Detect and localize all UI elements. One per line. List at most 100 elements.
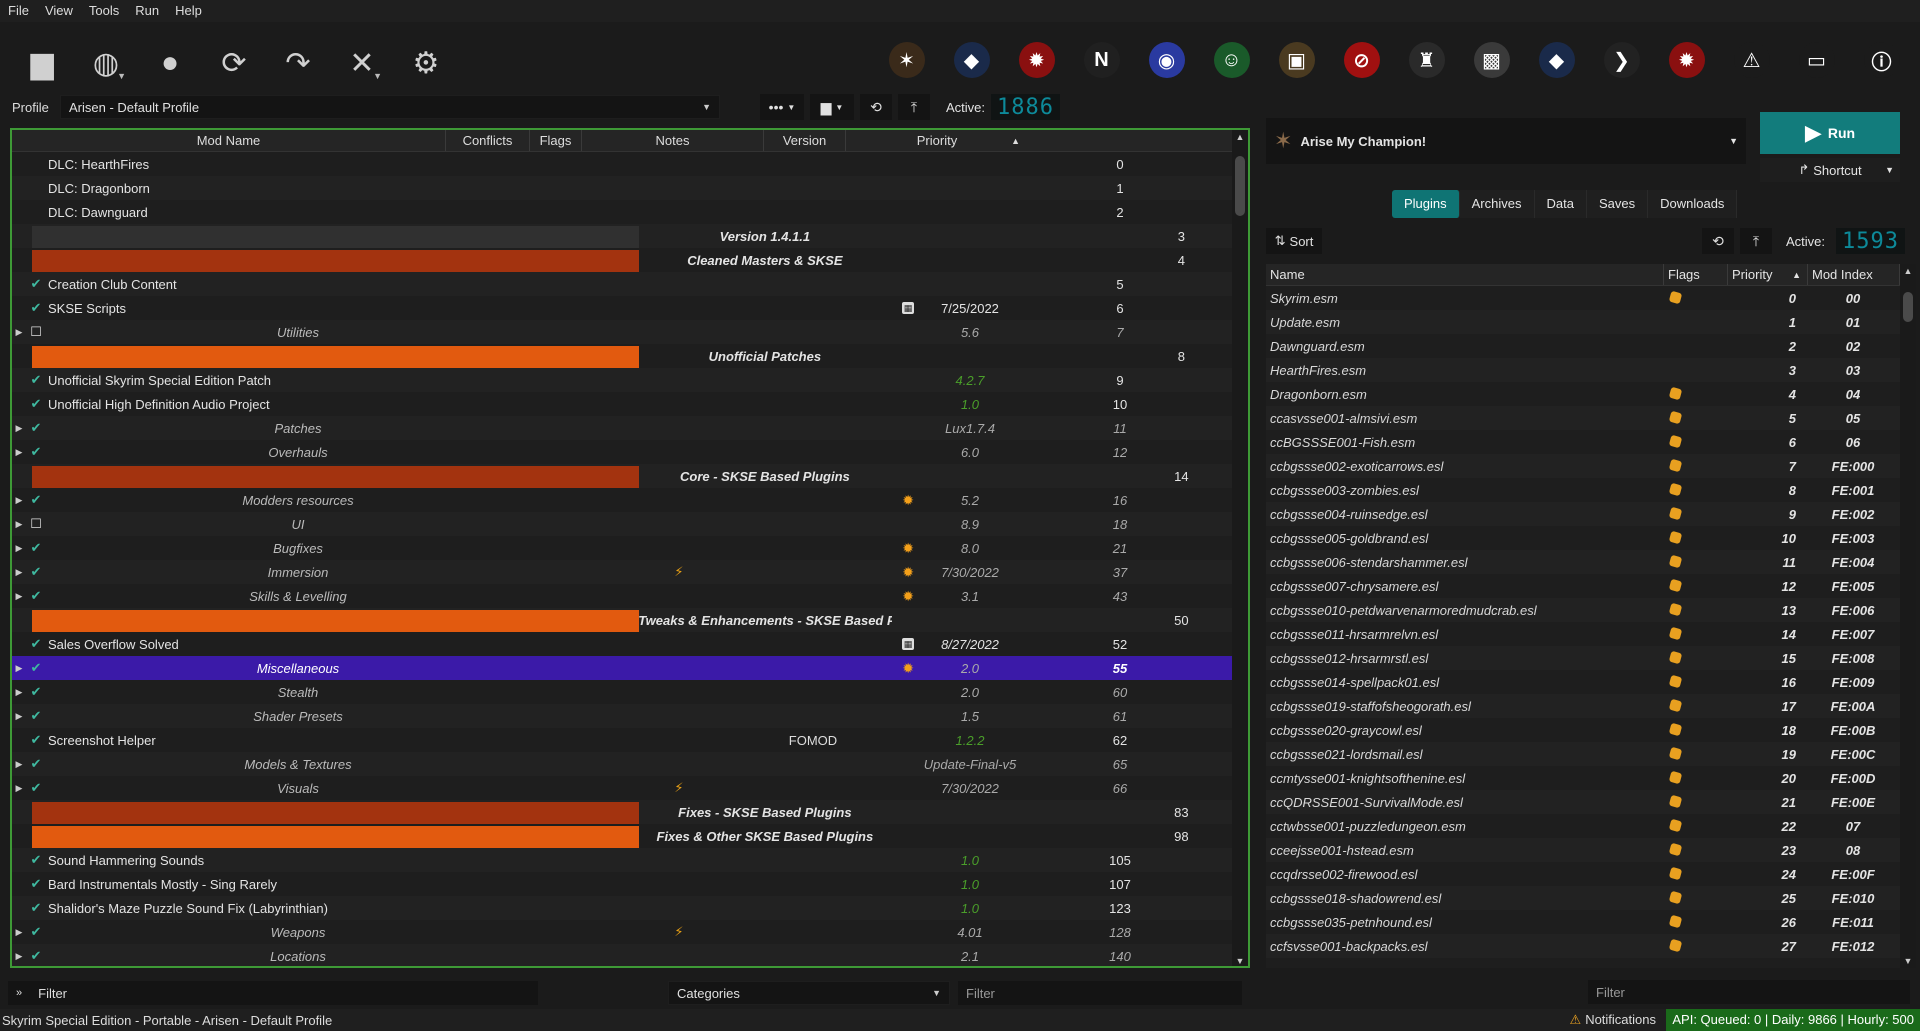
col-mod-index[interactable]: Mod Index: [1808, 264, 1900, 285]
mod-row[interactable]: ▶ ✔ Locations 2.1 140: [12, 944, 1232, 966]
checkmark-icon[interactable]: ✔: [30, 420, 42, 435]
folder-button[interactable]: ▆: [10, 35, 74, 91]
mod-row[interactable]: Version 1.4.1.1 3: [12, 224, 1232, 248]
checkmark-icon[interactable]: ✔: [30, 636, 42, 651]
menu-file[interactable]: File: [8, 3, 29, 18]
expand-arrow-icon[interactable]: ▶: [15, 758, 23, 769]
checkmark-icon[interactable]: ✔: [30, 708, 42, 723]
mod-row[interactable]: ▶ ✔ Visuals ⚡ 7/30/2022 66: [12, 776, 1232, 800]
mod-list[interactable]: Mod Name Conflicts Flags Notes Version P…: [10, 128, 1250, 968]
mod-row[interactable]: Cleaned Masters & SKSE 4: [12, 248, 1232, 272]
plugin-row[interactable]: Dragonborn.esm 4 04: [1266, 382, 1916, 406]
checkmark-icon[interactable]: ✔: [30, 780, 42, 795]
shortcut-button[interactable]: ↱ Shortcut ▼: [1760, 158, 1900, 182]
plugin-row[interactable]: ccmtysse001-knightsofthenine.esl 20 FE:00D: [1266, 766, 1916, 790]
profile-select[interactable]: Arisen - Default Profile ▼: [60, 95, 720, 119]
plugin-list[interactable]: Name Flags Priority ▲ Mod Index Skyrim.es…: [1266, 264, 1916, 968]
checkmark-icon[interactable]: ✔: [30, 732, 42, 747]
scroll-up-icon[interactable]: ▲: [1235, 132, 1245, 142]
archive-menu-button[interactable]: ▆ ▼: [810, 94, 854, 120]
expand-arrow-icon[interactable]: ▶: [15, 926, 23, 937]
mod-row[interactable]: DLC: Dragonborn 1: [12, 176, 1232, 200]
plugin-row[interactable]: cceejsse001-hstead.esm 23 08: [1266, 838, 1916, 862]
menu-view[interactable]: View: [44, 3, 73, 18]
warning-button[interactable]: ⚠: [1719, 32, 1784, 88]
plugin-row[interactable]: ccbgssse014-spellpack01.esl 16 FE:009: [1266, 670, 1916, 694]
plugin-row[interactable]: ccasvsse001-almsivi.esm 5 05: [1266, 406, 1916, 430]
plugin-list-scrollbar[interactable]: ▲ ▼: [1900, 264, 1916, 968]
mod-row[interactable]: ▶ ✔ Miscellaneous ✹ 2.0 55: [12, 656, 1232, 680]
mod-row[interactable]: Fixes - SKSE Based Plugins 83: [12, 800, 1232, 824]
tab-plugins[interactable]: Plugins: [1392, 190, 1460, 218]
crystal-exe-button[interactable]: ◆: [939, 32, 1004, 88]
tab-data[interactable]: Data: [1534, 190, 1587, 218]
expand-arrow-icon[interactable]: ▶: [15, 950, 23, 961]
plugin-row[interactable]: ccbgssse011-hrsarmrelvn.esl 14 FE:007: [1266, 622, 1916, 646]
mod-filter-input[interactable]: Filter: [958, 981, 1242, 1005]
plugin-row[interactable]: ccBGSSSE001-Fish.esm 6 06: [1266, 430, 1916, 454]
plugin-row[interactable]: ccbgssse019-staffofsheogorath.esl 17 FE:00…: [1266, 694, 1916, 718]
mod-row[interactable]: ✔ Creation Club Content 5: [12, 272, 1232, 296]
col-conflicts[interactable]: Conflicts: [446, 130, 530, 151]
mod-row[interactable]: ▶ ✔ Models & Textures Update-Final-v5 65: [12, 752, 1232, 776]
more-options-button[interactable]: ••• ▼: [760, 94, 804, 120]
crystal2-exe-button[interactable]: ◆: [1524, 32, 1589, 88]
plugin-row[interactable]: cctwbsse001-puzzledungeon.esm 22 07: [1266, 814, 1916, 838]
checkmark-icon[interactable]: ✔: [30, 276, 42, 291]
sort-button[interactable]: ⇅ Sort: [1266, 228, 1322, 254]
red-mask-exe-button[interactable]: ✹: [1004, 32, 1069, 88]
scroll-down-icon[interactable]: ▼: [1235, 956, 1245, 966]
mod-row[interactable]: ✔ SKSE Scripts ▦ 7/25/2022 6: [12, 296, 1232, 320]
red-slash-exe-button[interactable]: ⊘: [1329, 32, 1394, 88]
expand-arrow-icon[interactable]: ▶: [15, 542, 23, 553]
executable-select[interactable]: ✶ Arise My Champion! ▼: [1266, 118, 1746, 164]
plugin-row[interactable]: ccbgssse021-lordsmail.esl 19 FE:00C: [1266, 742, 1916, 766]
tab-downloads[interactable]: Downloads: [1648, 190, 1738, 218]
scroll-thumb[interactable]: [1235, 156, 1245, 216]
mod-row[interactable]: Fixes & Other SKSE Based Plugins 98: [12, 824, 1232, 848]
mod-row[interactable]: ▶ ✔ Patches Lux1.7.4 11: [12, 416, 1232, 440]
tab-saves[interactable]: Saves: [1586, 190, 1649, 218]
mod-row[interactable]: ▶ ✔ Bugfixes ✹ 8.0 21: [12, 536, 1232, 560]
mod-row[interactable]: ▶ ☐ Utilities 5.6 7: [12, 320, 1232, 344]
expand-arrow-icon[interactable]: ▶: [15, 422, 23, 433]
mod-row[interactable]: ✔ Unofficial High Definition Audio Projec…: [12, 392, 1232, 416]
checkmark-icon[interactable]: ✔: [30, 540, 42, 555]
col-priority[interactable]: Priority ▲: [846, 130, 1028, 151]
expand-arrow-icon[interactable]: ▶: [15, 518, 23, 529]
mod-row[interactable]: DLC: Dawnguard 2: [12, 200, 1232, 224]
plugin-row[interactable]: ccbgssse005-goldbrand.esl 10 FE:003: [1266, 526, 1916, 550]
mod-list-scrollbar[interactable]: ▲ ▼: [1232, 130, 1248, 966]
plugin-restore-button[interactable]: ⟲: [1702, 228, 1734, 254]
plugin-row[interactable]: ccbgssse012-hrsarmrstl.esl 15 FE:008: [1266, 646, 1916, 670]
mod-row[interactable]: ▶ ☐ UI 8.9 18: [12, 512, 1232, 536]
expand-arrow-icon[interactable]: ▶: [15, 590, 23, 601]
expand-arrow-icon[interactable]: ▶: [15, 686, 23, 697]
castle-exe-button[interactable]: ♜: [1394, 32, 1459, 88]
green-face-exe-button[interactable]: ☺: [1199, 32, 1264, 88]
plugin-filter-input[interactable]: Filter: [1588, 980, 1910, 1004]
plugin-row[interactable]: ccQDRSSE001-SurvivalMode.esl 21 FE:00E: [1266, 790, 1916, 814]
plugin-row[interactable]: ccbgssse035-petnhound.esl 26 FE:011: [1266, 910, 1916, 934]
unchecked-box-icon[interactable]: ☐: [30, 324, 42, 339]
col-version[interactable]: Version: [764, 130, 846, 151]
checkmark-icon[interactable]: ✔: [30, 924, 42, 939]
mod-row[interactable]: ✔ Sales Overflow Solved ▦ 8/27/2022 52: [12, 632, 1232, 656]
mod-filter-toggle[interactable]: » Filter: [8, 981, 538, 1005]
col-flags[interactable]: Flags: [530, 130, 582, 151]
checkmark-icon[interactable]: ✔: [30, 300, 42, 315]
mod-row[interactable]: ✔ Unofficial Skyrim Special Edition Patch…: [12, 368, 1232, 392]
plugin-row[interactable]: ccbgssse003-zombies.esl 8 FE:001: [1266, 478, 1916, 502]
create-backup-button[interactable]: ⤒: [898, 94, 930, 120]
plugin-backup-button[interactable]: ⤒: [1740, 228, 1772, 254]
expand-arrow-icon[interactable]: ▶: [15, 446, 23, 457]
mod-row[interactable]: ✔ Bard Instrumentals Mostly - Sing Rarely…: [12, 872, 1232, 896]
plugin-row[interactable]: Update.esm 1 01: [1266, 310, 1916, 334]
mod-row[interactable]: ▶ ✔ Overhauls 6.0 12: [12, 440, 1232, 464]
expand-arrow-icon[interactable]: ▶: [15, 782, 23, 793]
cube-exe-button[interactable]: ▩: [1459, 32, 1524, 88]
expand-arrow-icon[interactable]: ▶: [15, 494, 23, 505]
expand-arrow-icon[interactable]: ▶: [15, 662, 23, 673]
mod-row[interactable]: ✔ Sound Hammering Sounds 1.0 105: [12, 848, 1232, 872]
checkmark-icon[interactable]: ✔: [30, 876, 42, 891]
